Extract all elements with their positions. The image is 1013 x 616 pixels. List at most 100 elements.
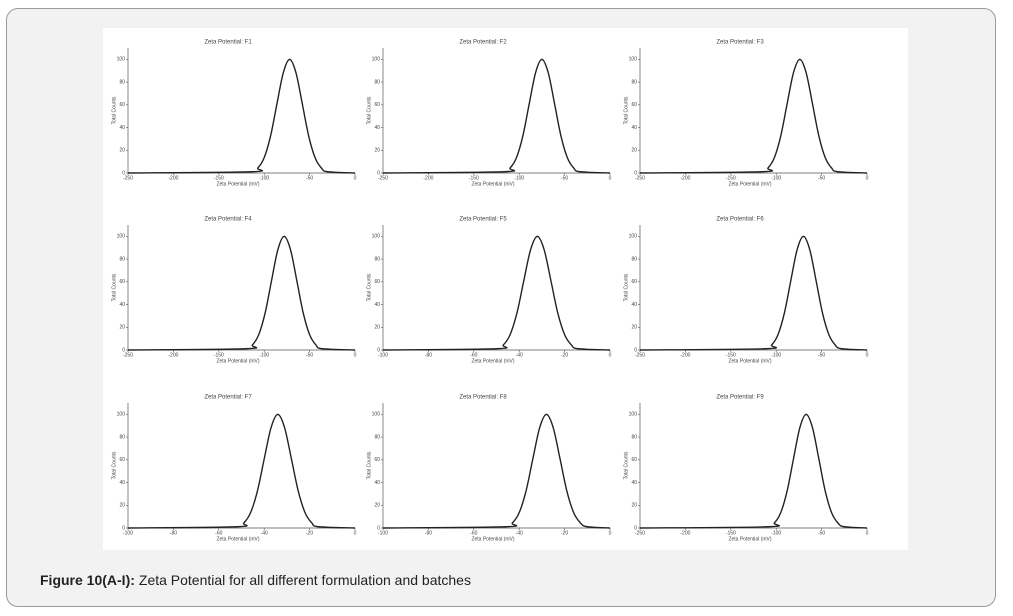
y-tick-label: 100 bbox=[629, 57, 638, 63]
x-tick-label: 0 bbox=[354, 530, 357, 536]
y-tick-label: 60 bbox=[374, 279, 380, 285]
x-tick-label: -100 bbox=[378, 530, 388, 536]
y-tick-label: 20 bbox=[374, 325, 380, 331]
curve bbox=[127, 235, 356, 351]
x-tick-label: -40 bbox=[516, 530, 523, 536]
y-tick-label: 40 bbox=[119, 302, 125, 308]
y-tick-label: 20 bbox=[374, 148, 380, 154]
x-tick-label: -80 bbox=[425, 352, 432, 358]
y-tick-label: 100 bbox=[372, 57, 381, 63]
y-tick-label: 40 bbox=[631, 125, 637, 131]
y-tick-label: 0 bbox=[634, 347, 637, 353]
curve bbox=[127, 413, 356, 529]
y-tick-label: 100 bbox=[372, 234, 381, 240]
x-tick-label: -100 bbox=[259, 175, 269, 181]
x-tick-label: -50 bbox=[818, 352, 825, 358]
y-tick-label: 100 bbox=[372, 412, 381, 418]
curve bbox=[382, 235, 611, 351]
chart-title: Zeta Potential: F1 bbox=[204, 40, 252, 46]
y-tick-label: 0 bbox=[634, 170, 637, 176]
y-tick-label: 60 bbox=[631, 102, 637, 108]
x-tick-label: -150 bbox=[726, 352, 736, 358]
y-tick-label: 20 bbox=[631, 325, 637, 331]
y-tick-label: 40 bbox=[374, 125, 380, 131]
x-tick-label: -20 bbox=[306, 530, 313, 536]
x-tick-label: -50 bbox=[306, 352, 313, 358]
y-tick-label: 80 bbox=[631, 256, 637, 262]
y-tick-label: 80 bbox=[631, 434, 637, 440]
y-axis-label: Total Counts bbox=[623, 273, 629, 301]
y-axis-label: Total Counts bbox=[111, 451, 117, 479]
y-tick-label: 0 bbox=[122, 525, 125, 531]
x-tick-label: 0 bbox=[354, 352, 357, 358]
x-tick-label: -60 bbox=[470, 352, 477, 358]
curve bbox=[639, 235, 868, 351]
x-tick-label: -40 bbox=[261, 530, 268, 536]
y-tick-label: 100 bbox=[117, 412, 126, 418]
y-tick-label: 40 bbox=[119, 125, 125, 131]
x-axis-label: Zeta Potential (mV) bbox=[728, 358, 771, 364]
x-tick-label: -100 bbox=[514, 175, 524, 181]
x-tick-label: -250 bbox=[378, 175, 388, 181]
y-axis-label: Total Counts bbox=[111, 96, 117, 124]
x-tick-label: -80 bbox=[170, 530, 177, 536]
x-tick-label: -50 bbox=[561, 175, 568, 181]
x-tick-label: -100 bbox=[771, 530, 781, 536]
curve bbox=[639, 413, 868, 529]
y-tick-label: 0 bbox=[377, 525, 380, 531]
x-tick-label: -100 bbox=[771, 352, 781, 358]
y-tick-label: 60 bbox=[119, 279, 125, 285]
chart-title: Zeta Potential: F7 bbox=[204, 395, 252, 401]
chart-title: Zeta Potential: F6 bbox=[716, 217, 764, 223]
y-tick-label: 80 bbox=[119, 434, 125, 440]
x-tick-label: -150 bbox=[469, 175, 479, 181]
curve bbox=[382, 413, 611, 529]
x-tick-label: -50 bbox=[818, 530, 825, 536]
y-tick-label: 60 bbox=[119, 102, 125, 108]
y-tick-label: 100 bbox=[117, 234, 126, 240]
x-tick-label: -100 bbox=[259, 352, 269, 358]
x-axis-label: Zeta Potential (mV) bbox=[216, 536, 259, 542]
y-tick-label: 80 bbox=[119, 256, 125, 262]
y-axis-label: Total Counts bbox=[623, 96, 629, 124]
chart-title: Zeta Potential: F2 bbox=[459, 40, 507, 46]
caption-text: Zeta Potential for all different formula… bbox=[138, 572, 471, 588]
y-tick-label: 80 bbox=[374, 256, 380, 262]
y-axis-label: Total Counts bbox=[111, 273, 117, 301]
y-tick-label: 100 bbox=[629, 234, 638, 240]
caption-label: Figure 10(A-I): bbox=[40, 572, 135, 588]
y-tick-label: 20 bbox=[119, 325, 125, 331]
x-tick-label: -100 bbox=[378, 352, 388, 358]
y-tick-label: 80 bbox=[374, 79, 380, 85]
y-tick-label: 60 bbox=[631, 457, 637, 463]
x-tick-label: 0 bbox=[609, 352, 612, 358]
x-tick-label: -200 bbox=[680, 175, 690, 181]
x-tick-label: -40 bbox=[516, 352, 523, 358]
x-tick-label: -200 bbox=[168, 175, 178, 181]
y-tick-label: 80 bbox=[631, 79, 637, 85]
y-tick-label: 60 bbox=[374, 102, 380, 108]
x-tick-label: -150 bbox=[214, 175, 224, 181]
y-tick-label: 40 bbox=[631, 480, 637, 486]
x-tick-label: -60 bbox=[470, 530, 477, 536]
x-tick-label: -20 bbox=[561, 352, 568, 358]
chart-title: Zeta Potential: F9 bbox=[716, 395, 764, 401]
x-tick-label: 0 bbox=[866, 530, 869, 536]
x-tick-label: -250 bbox=[635, 530, 645, 536]
x-tick-label: -250 bbox=[123, 352, 133, 358]
y-tick-label: 40 bbox=[119, 480, 125, 486]
y-tick-label: 0 bbox=[122, 170, 125, 176]
curve bbox=[639, 58, 868, 174]
x-tick-label: -50 bbox=[306, 175, 313, 181]
x-tick-label: 0 bbox=[609, 530, 612, 536]
y-tick-label: 0 bbox=[377, 347, 380, 353]
y-tick-label: 100 bbox=[629, 412, 638, 418]
curve bbox=[382, 58, 611, 174]
x-tick-label: -250 bbox=[635, 175, 645, 181]
x-tick-label: -250 bbox=[123, 175, 133, 181]
chart-title: Zeta Potential: F8 bbox=[459, 395, 507, 401]
y-tick-label: 40 bbox=[631, 302, 637, 308]
y-tick-label: 20 bbox=[119, 503, 125, 509]
x-tick-label: -80 bbox=[425, 530, 432, 536]
